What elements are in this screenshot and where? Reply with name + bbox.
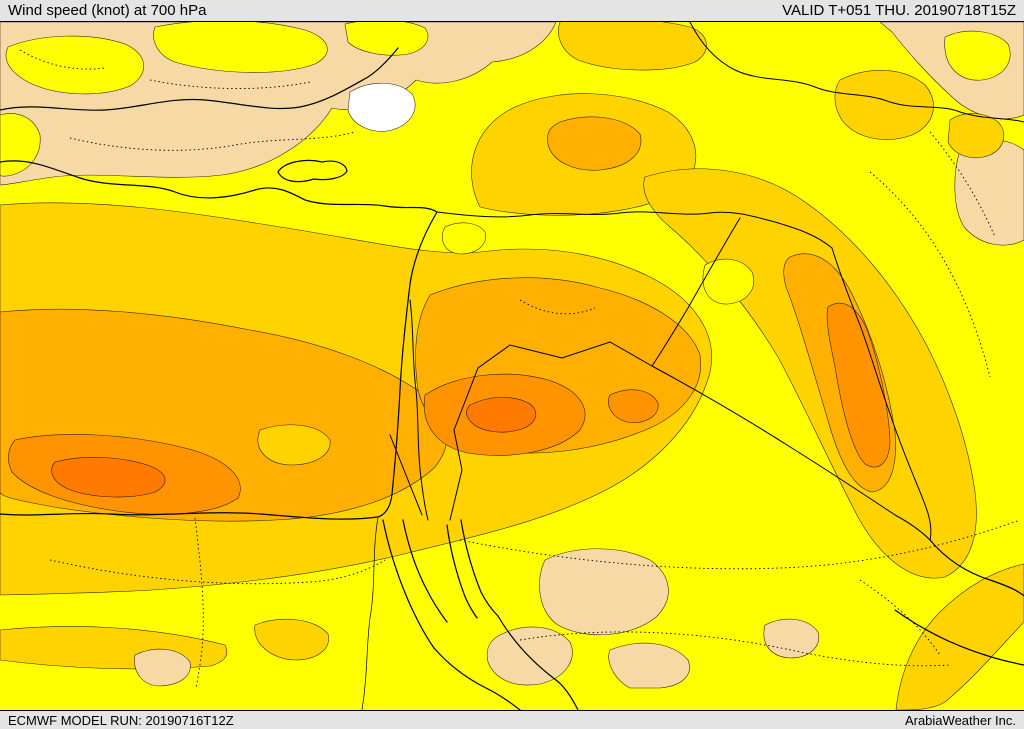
coastline-gulf-north	[929, 539, 1024, 597]
contour-region-saudi-1	[539, 548, 669, 636]
coastline-aqaba-west	[446, 524, 478, 619]
admin-border-path	[69, 131, 356, 151]
country-borders	[389, 22, 1024, 541]
border-jordan-saudi-zigzag	[449, 341, 653, 521]
page-title: Wind speed (knot) at 700 hPa	[8, 2, 207, 19]
footer-bar: ECMWF MODEL RUN: 20190716T12Z ArabiaWeat…	[0, 710, 1024, 729]
border-turkey-syria	[436, 211, 833, 249]
border-saudi-iraq	[651, 365, 931, 541]
model-run-label: ECMWF MODEL RUN: 20190716T12Z	[8, 712, 234, 728]
contour-region-gold-top-edge	[558, 22, 707, 71]
contour-region-gold-bottom-mid	[254, 618, 329, 661]
contour-region-core-center	[466, 397, 537, 433]
admin-border-path	[459, 519, 1021, 570]
contour-region-gold-armenia-1	[834, 70, 934, 140]
attribution-label: ArabiaWeather Inc.	[904, 712, 1016, 728]
contour-region-gold-armenia-2	[947, 113, 1005, 159]
admin-border-path	[149, 79, 311, 90]
admin-border-path	[519, 631, 951, 667]
contour-region-yellow-hole-1	[702, 258, 754, 305]
coastline-suez-east	[402, 519, 448, 623]
coastline-gulf-south	[894, 609, 1024, 666]
contour-region-corner-hole	[944, 30, 1011, 81]
contour-region-yellow-hole-2	[441, 222, 486, 255]
border-iran	[831, 247, 932, 541]
contour-region-blacksea-2	[153, 22, 328, 73]
contour-region-saudi-3	[608, 642, 690, 689]
coastline-redsea-east	[497, 615, 579, 710]
admin-border-path	[929, 131, 996, 238]
nile-river	[361, 517, 379, 710]
coastline-mediterranean	[0, 160, 438, 520]
border-israel-egypt	[389, 434, 423, 516]
contour-region-blacksea-1	[5, 35, 145, 95]
valid-time-label: VALID T+051 THU. 20190718T15Z	[782, 2, 1016, 19]
contour-region-top-notch	[344, 22, 429, 56]
contour-region-saudi-4	[763, 618, 820, 659]
border-syria-iraq	[651, 217, 741, 367]
wind-speed-map	[0, 22, 1024, 710]
contour-region-core-left	[51, 457, 166, 498]
coastline-blacksea	[0, 47, 399, 111]
admin-borders	[19, 49, 1021, 689]
coastline-cyprus	[277, 159, 348, 183]
border-israel-jordan	[409, 299, 429, 521]
contour-region-orange-syria-core	[547, 116, 642, 171]
contour-region-gold-island	[257, 424, 331, 466]
contour-region-saudi-2	[486, 626, 573, 686]
contour-region-deep-zagros	[826, 302, 891, 468]
header-bar: Wind speed (knot) at 700 hPa VALID T+051…	[0, 0, 1024, 22]
contour-region-calm-spot	[347, 82, 416, 132]
admin-border-path	[19, 49, 106, 70]
coastline-suez-west	[382, 519, 435, 649]
wind-map-svg	[0, 22, 1024, 710]
admin-border-path	[194, 517, 204, 689]
coastline-redsea-west	[433, 647, 521, 710]
contour-region-bottom-left	[134, 648, 191, 687]
contour-region-deep-center-2	[608, 389, 659, 423]
admin-border-path	[519, 299, 596, 315]
border-caucasus	[689, 22, 1024, 123]
